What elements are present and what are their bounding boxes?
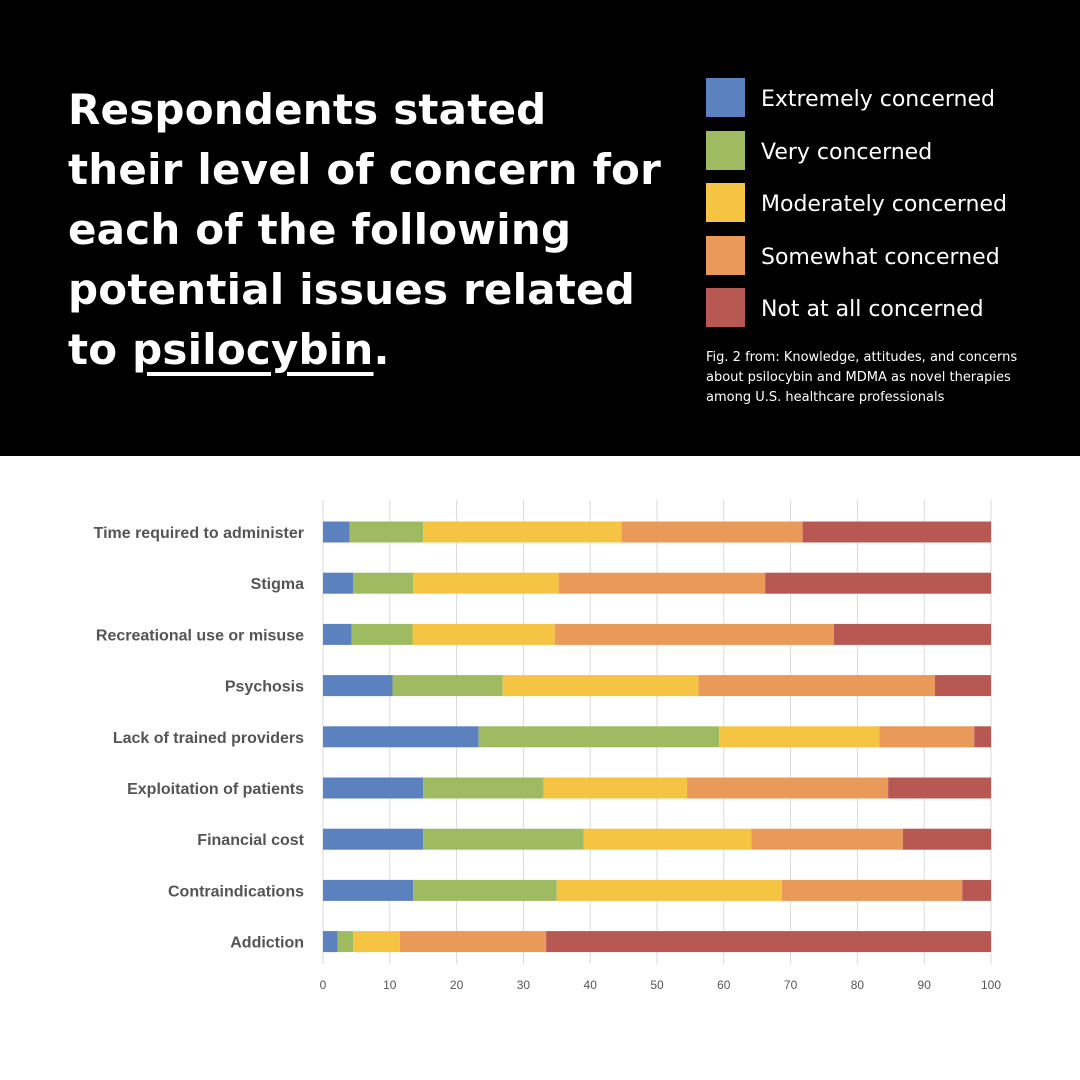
category-label: Stigma: [251, 576, 304, 593]
legend-swatch: [706, 288, 745, 327]
bar-segment: [323, 777, 424, 799]
bar-segment: [558, 572, 766, 594]
bar-segment: [323, 572, 354, 594]
bar-segment: [554, 623, 835, 645]
bar-segment: [802, 521, 991, 543]
bar-segment: [412, 623, 555, 645]
legend-item-somewhat: Somewhat concerned: [706, 235, 1066, 289]
bar-segment: [351, 623, 413, 645]
stacked-bar-chart: 0 10 20 30 40 50 60 70 80 90 100 Time required to a…: [94, 500, 1002, 992]
legend-swatch: [706, 130, 745, 170]
x-tick-label: 40: [584, 978, 598, 992]
bar-segment: [888, 777, 991, 799]
headline: Respondents stated their level of concer…: [68, 80, 668, 380]
headline-term: psilocybin: [132, 325, 374, 374]
bar-segment: [834, 623, 991, 645]
bar-segment: [751, 828, 903, 850]
x-tick-label: 90: [918, 978, 932, 992]
category-label: Recreational use or misuse: [96, 627, 304, 644]
x-tick-label: 50: [650, 978, 664, 992]
label-layer: 0 10 20 30 40 50 60 70 80 90 100 Time required to a…: [94, 525, 1002, 992]
bar-segment: [879, 726, 975, 748]
bar-segment: [392, 675, 503, 697]
bar-segment: [781, 879, 963, 901]
category-label: Time required to administer: [94, 525, 304, 542]
bar-segment: [323, 828, 424, 850]
x-tick-label: 100: [981, 978, 1001, 992]
category-label: Psychosis: [225, 679, 304, 696]
x-tick-label: 70: [784, 978, 798, 992]
bar-segment: [621, 521, 803, 543]
legend-swatch: [706, 78, 745, 117]
x-tick-label: 60: [717, 978, 731, 992]
x-tick-label: 10: [383, 978, 397, 992]
bar-segment: [423, 777, 544, 799]
legend-label: Extremely concerned: [761, 87, 995, 112]
bar-segment: [413, 572, 559, 594]
bar-segment: [962, 879, 991, 901]
bar-segment: [353, 572, 414, 594]
category-label: Addiction: [230, 935, 304, 952]
legend-label: Not at all concerned: [761, 297, 984, 322]
headline-end: .: [373, 325, 390, 374]
bar-segment: [556, 879, 782, 901]
bar-segment: [478, 726, 720, 748]
bar-segment: [974, 726, 991, 748]
bar-segment: [323, 675, 393, 697]
bar-segment: [349, 521, 424, 543]
bar-segment: [902, 828, 991, 850]
bar-segment: [719, 726, 880, 748]
legend-swatch: [706, 235, 745, 275]
x-tick-label: 20: [450, 978, 464, 992]
figure-caption: Fig. 2 from: Knowledge, attitudes, and c…: [706, 350, 1018, 405]
bar-segment: [413, 879, 557, 901]
category-label: Contraindications: [168, 883, 304, 900]
bar-layer: [323, 521, 991, 953]
legend-swatch: [706, 183, 745, 222]
legend-label: Somewhat concerned: [761, 244, 1000, 270]
category-label: Financial cost: [197, 832, 304, 849]
bar-segment: [323, 931, 338, 953]
bar-segment: [337, 931, 354, 953]
bar-segment: [546, 931, 991, 953]
x-tick-label: 30: [517, 978, 531, 992]
legend-item-moderately: Moderately concerned: [706, 183, 1066, 236]
x-tick-label: 80: [851, 978, 865, 992]
header-panel: Respondents stated their level of concer…: [0, 0, 1080, 456]
x-tick-label: 0: [320, 978, 327, 992]
bar-segment: [323, 879, 414, 901]
bar-segment: [698, 675, 935, 697]
bar-segment: [323, 521, 350, 543]
bar-segment: [687, 777, 889, 799]
bar-segment: [583, 828, 752, 850]
bar-segment: [353, 931, 400, 953]
category-label: Exploitation of patients: [127, 781, 304, 798]
legend-item-extremely: Extremely concerned: [706, 78, 1066, 131]
legend-label: Very concerned: [761, 139, 933, 165]
bar-segment: [423, 521, 622, 543]
legend: Extremely concerned Very concerned Moder…: [706, 78, 1066, 341]
headline-main: Respondents stated their level of concer…: [68, 85, 662, 374]
bar-segment: [423, 828, 584, 850]
bar-segment: [934, 675, 991, 697]
bar-segment: [502, 675, 699, 697]
legend-item-not-at-all: Not at all concerned: [706, 288, 1066, 341]
bar-segment: [323, 623, 352, 645]
bar-segment: [323, 726, 479, 748]
category-label: Lack of trained providers: [113, 730, 304, 747]
bar-segment: [765, 572, 991, 594]
bar-segment: [543, 777, 688, 799]
bar-segment: [399, 931, 547, 953]
legend-item-very: Very concerned: [706, 130, 1066, 184]
legend-label: Moderately concerned: [761, 192, 1007, 217]
